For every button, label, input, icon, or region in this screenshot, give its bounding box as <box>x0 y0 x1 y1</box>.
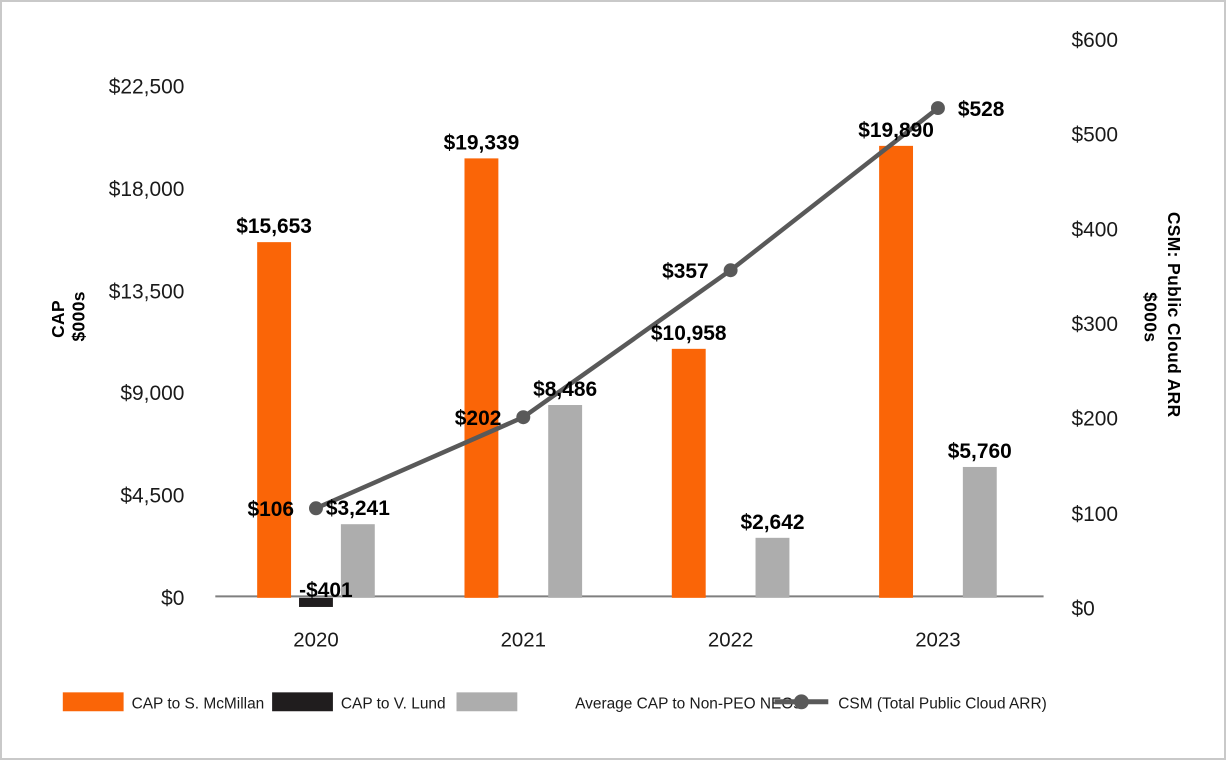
right-tick-0: $0 <box>1071 598 1094 621</box>
bar-label-2022-0: $10,958 <box>651 322 727 345</box>
plot-area: $15,653 $19,339 $10,958 $19,890 -$401 $3,241 $… <box>215 98 1044 607</box>
bar-cap-to-s-mcmillan-2020 <box>257 242 292 598</box>
right-axis-title: CSM: Public Cloud ARR $000s <box>1140 212 1184 423</box>
left-tick-18000: $18,000 <box>109 178 185 201</box>
csm-point-2023 <box>930 101 945 116</box>
right-tick-200: $200 <box>1071 408 1118 431</box>
right-tick-400: $400 <box>1071 219 1118 242</box>
bar-cap-to-v-lund-2020 <box>299 597 333 607</box>
x-label-2020: 2020 <box>293 630 338 652</box>
bar-label-2023-2: $5,760 <box>948 440 1012 463</box>
bar-average-cap-to-non-peo-neos-2021 <box>548 405 583 598</box>
right-tick-100: $100 <box>1071 503 1118 526</box>
bar-label-2023-0: $19,890 <box>858 119 934 142</box>
x-label-2023: 2023 <box>915 630 960 652</box>
left-tick-13500: $13,500 <box>109 280 185 303</box>
x-axis-labels: 2020 2021 2022 2023 <box>293 630 960 652</box>
left-tick-0: $0 <box>161 587 184 610</box>
line-label-2020: $106 <box>247 498 294 521</box>
left-axis-ticks: $0 $4,500 $9,000 $13,500 $18,000 $22,500 <box>109 76 185 610</box>
csm-line <box>315 106 940 511</box>
right-axis-ticks: $0 $100 $200 $300 $400 $500 $600 <box>1071 29 1118 621</box>
x-label-2021: 2021 <box>501 630 546 652</box>
bar-label-2021-2: $8,486 <box>533 378 597 401</box>
csm-point-2022 <box>723 263 738 278</box>
bar-average-cap-to-non-peo-neos-2020 <box>340 524 375 598</box>
x-label-2022: 2022 <box>708 630 753 652</box>
legend-line-marker-icon <box>793 694 809 710</box>
legend-label-csm-arr: CSM (Total Public Cloud ARR) <box>838 695 1046 712</box>
bar-average-cap-to-non-peo-neos-2023 <box>962 466 997 598</box>
bar-label-2020-1: -$401 <box>299 579 353 602</box>
legend-swatch-cap-s-mcmillan <box>62 692 124 712</box>
line-label-2021: $202 <box>455 407 502 430</box>
legend-label-cap-v-lund: CAP to V. Lund <box>341 695 446 712</box>
bar-cap-to-s-mcmillan-2022 <box>671 348 706 598</box>
bar-cap-to-s-mcmillan-2021 <box>464 158 499 598</box>
right-tick-600: $600 <box>1071 29 1118 52</box>
left-axis-title-line1: CAP <box>48 300 68 338</box>
bar-label-2020-0: $15,653 <box>236 215 312 238</box>
csm-point-2020 <box>308 501 323 516</box>
left-axis-title-line2: $000s <box>69 291 89 341</box>
legend-swatch-cap-v-lund <box>272 692 333 712</box>
bar-label-2020-2: $3,241 <box>326 497 390 520</box>
right-axis-title-line1: CSM: Public Cloud ARR <box>1164 212 1184 418</box>
legend-label-cap-s-mcmillan: CAP to S. McMillan <box>132 695 265 712</box>
line-label-2022: $357 <box>662 260 709 283</box>
right-tick-500: $500 <box>1071 123 1118 146</box>
line-label-2023: $528 <box>958 98 1005 121</box>
legend-swatch-avg-cap-non-peo <box>456 692 518 712</box>
bar-average-cap-to-non-peo-neos-2022 <box>755 537 790 598</box>
left-tick-4500: $4,500 <box>120 484 184 507</box>
bar-label-2022-2: $2,642 <box>740 511 804 534</box>
bar-cap-to-s-mcmillan-2023 <box>879 145 914 598</box>
left-axis-title: CAP $000s <box>48 291 89 341</box>
csm-point-2021 <box>516 410 531 425</box>
bar-label-2021-0: $19,339 <box>444 131 520 154</box>
chart-legend: CAP to S. McMillan CAP to V. Lund Averag… <box>62 692 1047 712</box>
right-axis-title-line2: $000s <box>1140 292 1160 342</box>
left-tick-9000: $9,000 <box>120 382 184 405</box>
right-tick-300: $300 <box>1071 313 1118 336</box>
legend-label-avg-cap-non-peo: Average CAP to Non-PEO NEOs <box>575 695 801 712</box>
left-tick-22500: $22,500 <box>109 76 185 99</box>
